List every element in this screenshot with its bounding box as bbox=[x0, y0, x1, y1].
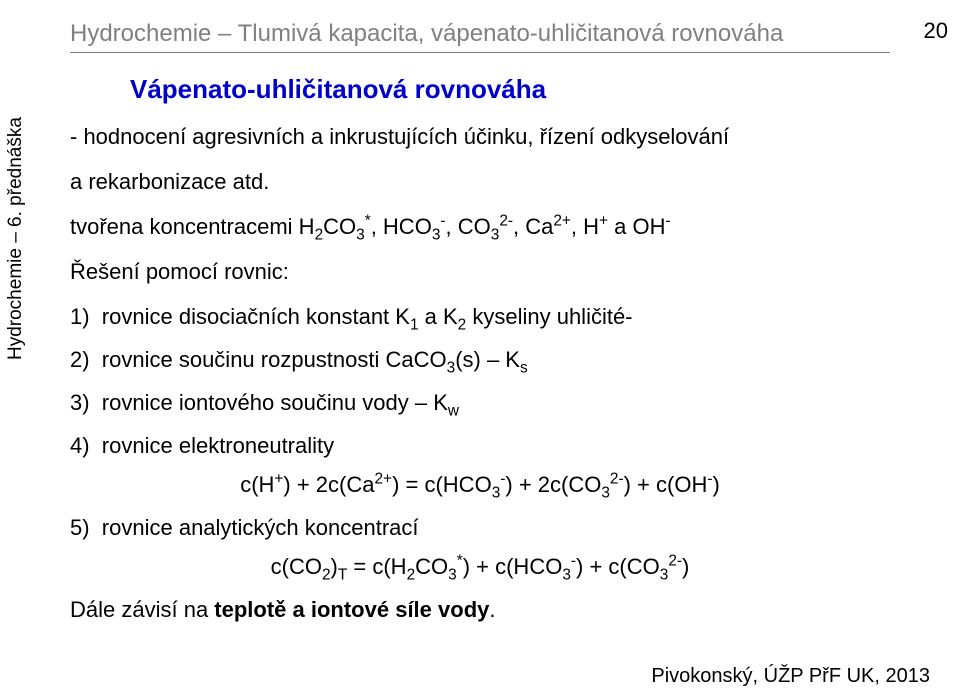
step-1a: rovnice disociačních konstant K bbox=[102, 304, 410, 329]
step-2a: rovnice součinu rozpustnosti CaCO bbox=[102, 347, 447, 372]
page-number: 20 bbox=[924, 18, 948, 44]
step-4-num: 4) bbox=[70, 433, 90, 458]
footer-text: Pivokonský, ÚŽP PřF UK, 2013 bbox=[651, 665, 930, 688]
step-2-num: 2) bbox=[70, 347, 90, 372]
step-1: 1) rovnice disociačních konstant K1 a K2… bbox=[70, 300, 890, 333]
sidebar-label: Hydrochemie – 6. přednáška bbox=[5, 117, 27, 360]
slide: Hydrochemie – 6. přednáška 20 Hydrochemi… bbox=[0, 0, 960, 700]
step-5: 5) rovnice analytických koncentrací c(CO… bbox=[70, 511, 890, 583]
closing-a: Dále závisí na bbox=[70, 597, 214, 622]
closing-b: teplotě a iontové síle vody bbox=[214, 597, 489, 622]
slide-body: - hodnocení agresivních a inkrustujících… bbox=[70, 120, 890, 638]
step-3-num: 3) bbox=[70, 390, 90, 415]
rovnic-title: Řešení pomocí rovnic: bbox=[70, 255, 890, 288]
steps-list: 1) rovnice disociačních konstant K1 a K2… bbox=[70, 300, 890, 583]
slide-subtitle: Vápenato-uhličitanová rovnováha bbox=[130, 74, 546, 105]
step-3: 3) rovnice iontového součinu vody – Kw bbox=[70, 386, 890, 419]
slide-header: Hydrochemie – Tlumivá kapacita, vápenato… bbox=[70, 20, 890, 53]
closing-line: Dále závisí na teplotě a iontové síle vo… bbox=[70, 593, 890, 626]
step-1-num: 1) bbox=[70, 304, 90, 329]
step-1c: kyseliny uhličité- bbox=[466, 304, 632, 329]
tvorena-line: tvořena koncentracemi H2CO3*, HCO3-, CO3… bbox=[70, 210, 890, 243]
step-5-num: 5) bbox=[70, 515, 90, 540]
eq-electroneutrality: c(H+) + 2c(Ca2+) = c(HCO3-) + 2c(CO32-) … bbox=[108, 468, 890, 501]
step-1b: a K bbox=[419, 304, 458, 329]
eq-analytic: c(CO2)T = c(H2CO3*) + c(HCO3-) + c(CO32-… bbox=[108, 550, 890, 583]
step-3a: rovnice iontového součinu vody – K bbox=[102, 390, 448, 415]
step-2b: (s) – K bbox=[455, 347, 520, 372]
step-5-text: rovnice analytických koncentrací bbox=[102, 515, 419, 540]
intro-line-2: a rekarbonizace atd. bbox=[70, 165, 890, 198]
step-4-text: rovnice elektroneutrality bbox=[102, 433, 334, 458]
closing-c: . bbox=[489, 597, 495, 622]
intro-line-1: - hodnocení agresivních a inkrustujících… bbox=[70, 120, 890, 153]
step-4: 4) rovnice elektroneutrality c(H+) + 2c(… bbox=[70, 429, 890, 501]
step-2: 2) rovnice součinu rozpustnosti CaCO3(s)… bbox=[70, 343, 890, 376]
